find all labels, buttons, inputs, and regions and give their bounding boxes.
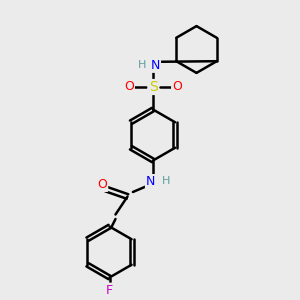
Text: O: O <box>124 80 134 94</box>
Text: N: N <box>146 175 155 188</box>
Text: O: O <box>172 80 182 94</box>
Text: S: S <box>148 80 158 94</box>
Text: H: H <box>137 60 146 70</box>
Text: H: H <box>161 176 170 187</box>
Text: F: F <box>106 284 113 297</box>
Text: O: O <box>98 178 107 191</box>
Text: N: N <box>151 59 160 72</box>
